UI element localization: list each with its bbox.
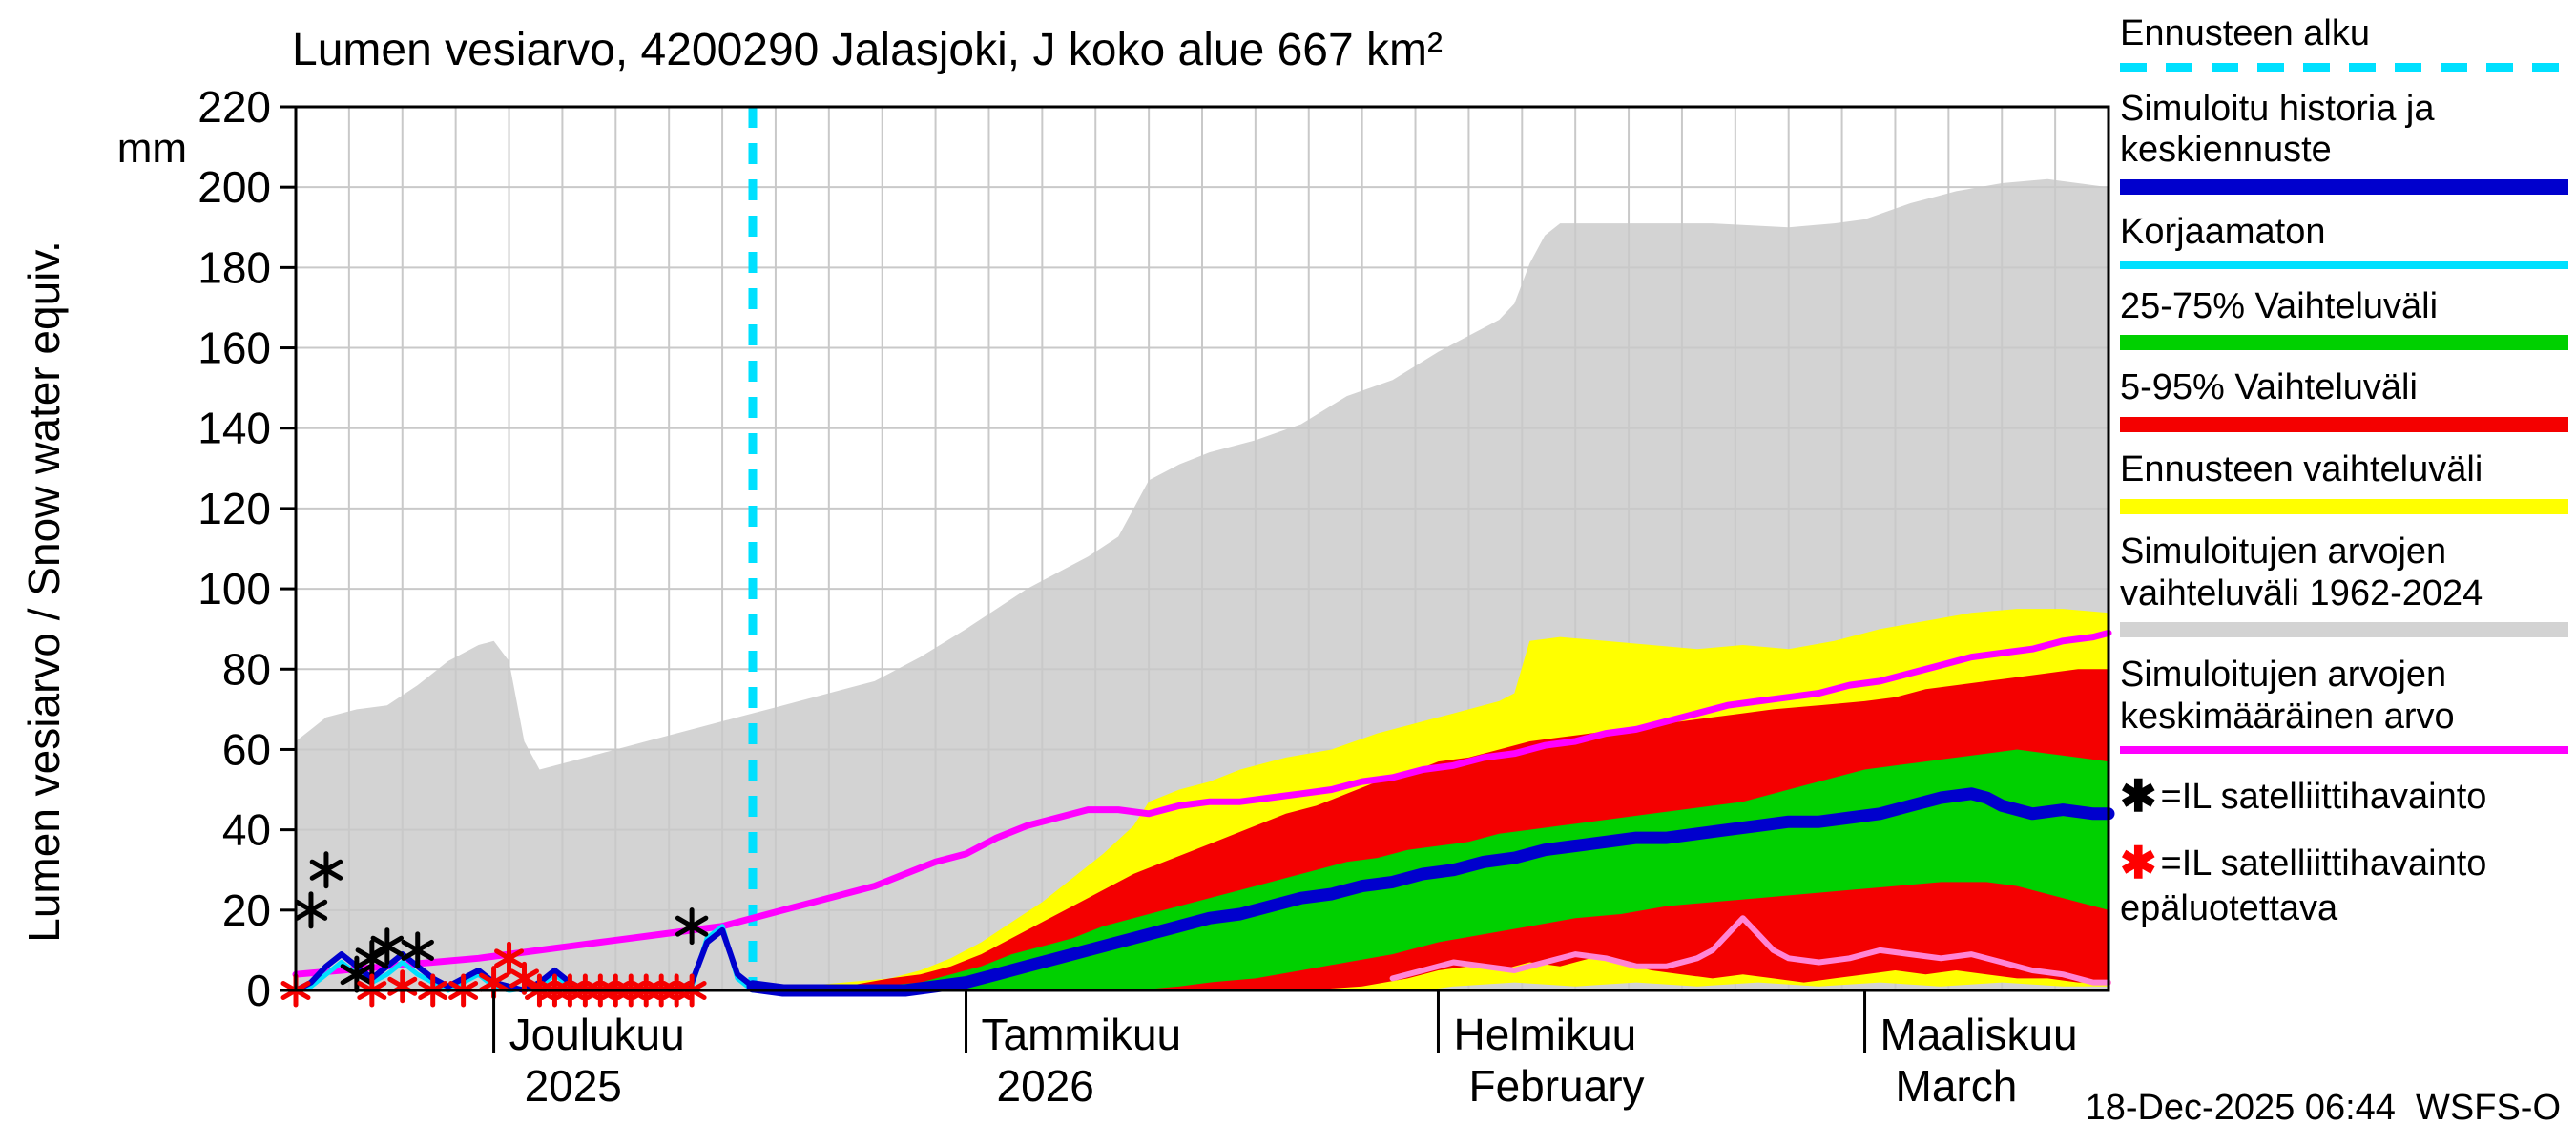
black-asterisk-marker [309,851,343,889]
legend-swatch-solid [2120,179,2568,196]
y-axis-unit: mm [117,125,187,172]
legend-label: Ennusteen alku [2120,13,2370,53]
black-asterisk-marker [401,931,434,969]
month-sublabel: 2025 [525,1061,622,1111]
legend-swatch-solid [2120,260,2568,269]
legend-item-9: ✱ =IL satelliittihavainto epäluotettava [2120,838,2568,930]
legend-item-5: Ennusteen vaihteluväli [2120,449,2568,514]
black-asterisk-marker [370,927,405,966]
y-tick-label: 140 [197,404,271,453]
legend-label: 5-95% Vaihteluväli [2120,367,2418,408]
legend-swatch-solid [2120,335,2568,351]
plot-border [294,105,2110,992]
legend-label: Ennusteen vaihteluväli [2120,449,2483,490]
pink-guide-line [1389,915,2111,986]
legend-swatch-solid [2120,745,2568,754]
black-asterisk-marker [675,907,709,946]
black-asterisk-icon: ✱ [2120,770,2157,821]
legend-label: Simuloitujen arvojen vaihteluväli 1962-2… [2120,531,2483,614]
satellite-observations-black [294,851,709,993]
legend-item-3: 25-75% Vaihteluväli [2120,286,2568,351]
timestamp: 18-Dec-2025 06:44 WSFS-O [2085,1088,2561,1128]
legend-item-0: Ennusteen alku [2120,13,2568,72]
y-tick-label: 20 [222,885,271,935]
month-sublabel: February [1468,1061,1644,1111]
y-axis-label: Lumen vesiarvo / Snow water equiv. [19,240,69,943]
y-tick-label: 60 [222,724,271,774]
legend-label: =IL satelliittihavainto epäluotettava [2120,843,2487,929]
legend-swatch-solid [2120,622,2568,638]
legend-label: Korjaamaton [2120,212,2326,253]
black-asterisk-marker [355,939,389,977]
month-sublabel: March [1896,1061,2018,1111]
y-tick-label: 0 [246,966,271,1015]
legend-swatch-dashed [2120,62,2568,72]
red-asterisk-icon: ✱ [2120,838,2157,888]
y-tick-label: 220 [197,82,271,132]
range-5-95-band [753,669,2109,990]
y-tick-label: 200 [197,162,271,212]
chart-title: Lumen vesiarvo, 4200290 Jalasjoki, J kok… [292,25,1443,75]
legend-item-4: 5-95% Vaihteluväli [2120,367,2568,433]
median-forecast-line [746,787,2115,997]
red-asterisk-marker [509,961,539,995]
legend-item-8: ✱ =IL satelliittihavainto [2120,771,2568,822]
legend-item-7: Simuloitujen arvojen keskimääräinen arvo [2120,655,2568,754]
legend-label: Simuloitujen arvojen keskimääräinen arvo [2120,655,2455,737]
y-tick-label: 160 [197,323,271,373]
legend-swatch-solid [2120,498,2568,514]
legend-swatch-solid [2120,417,2568,433]
y-axis-ticks: 0 20 40 60 80 100 120 140 160 180 200 220 [197,82,296,1015]
month-label: Tammikuu [982,1010,1182,1059]
black-asterisk-marker [340,955,374,993]
y-tick-label: 40 [222,805,271,855]
month-label: Joulukuu [509,1010,685,1059]
simulated-mean-line [292,629,2112,978]
month-label: Maaliskuu [1880,1010,2078,1059]
legend-item-1: Simuloitu historia ja keskiennuste [2120,88,2568,196]
black-asterisk-marker [294,891,328,929]
legend-label: 25-75% Vaihteluväli [2120,285,2439,326]
y-tick-label: 180 [197,242,271,292]
y-tick-label: 120 [197,484,271,533]
legend-item-2: Korjaamaton [2120,212,2568,269]
y-tick-label: 80 [222,644,271,694]
month-label: Helmikuu [1453,1010,1636,1059]
legend-item-6: Simuloitujen arvojen vaihteluväli 1962-2… [2120,531,2568,638]
red-asterisk-marker [494,941,525,975]
legend-label: =IL satelliittihavainto [2160,776,2487,817]
legend: Ennusteen alku Simuloitu historia ja kesk… [2120,13,2568,947]
legend-label: Simuloitu historia ja keskiennuste [2120,88,2435,171]
month-sublabel: 2026 [997,1061,1094,1111]
y-tick-label: 100 [197,564,271,614]
